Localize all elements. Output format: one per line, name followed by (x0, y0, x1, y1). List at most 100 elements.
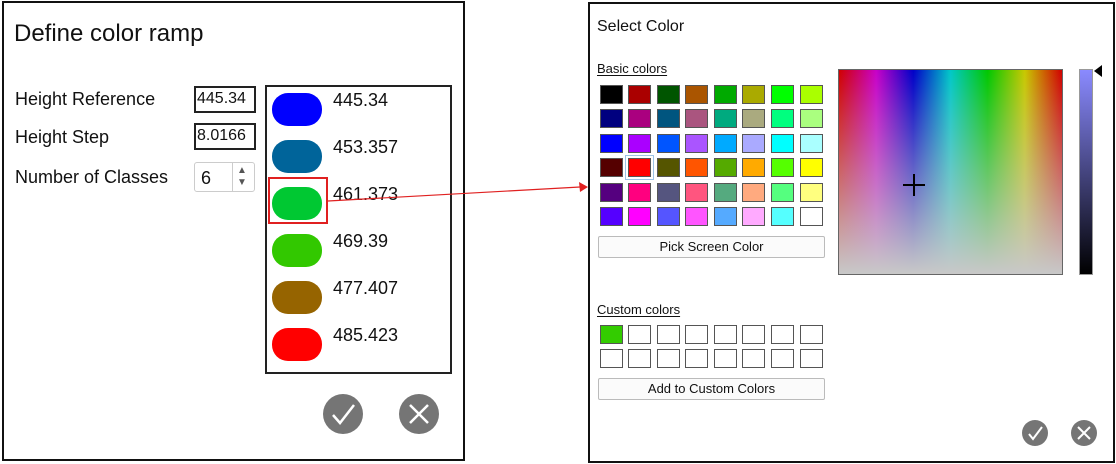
basic-color-cell[interactable] (657, 158, 680, 178)
number-of-classes-value: 6 (201, 168, 212, 188)
basic-color-cell[interactable] (714, 207, 737, 226)
basic-color-cell[interactable] (742, 109, 765, 129)
basic-color-cell[interactable] (771, 109, 794, 129)
basic-color-cell[interactable] (600, 182, 623, 202)
basic-color-cell[interactable] (685, 133, 708, 153)
basic-color-cell[interactable] (657, 85, 680, 104)
custom-color-cell[interactable] (628, 349, 651, 368)
custom-colors-label: Custom colors (597, 302, 681, 317)
basic-color-cell[interactable] (771, 158, 794, 178)
class-color-swatch[interactable] (272, 234, 322, 267)
class-color-swatch[interactable] (272, 328, 322, 361)
basic-color-cell[interactable] (685, 85, 708, 104)
cancel-button[interactable] (399, 394, 439, 434)
basic-color-cell[interactable] (800, 109, 823, 129)
basic-color-cell[interactable] (800, 85, 823, 104)
basic-color-cell[interactable] (600, 109, 623, 129)
height-step-input[interactable]: 8.0166 (194, 123, 256, 150)
class-color-swatch[interactable] (272, 187, 322, 220)
basic-color-cell[interactable] (742, 207, 765, 226)
height-reference-label: Height Reference (15, 89, 156, 109)
close-icon (409, 404, 429, 424)
custom-color-cell[interactable] (800, 325, 823, 344)
basic-color-cell[interactable] (800, 133, 823, 153)
basic-color-cell[interactable] (714, 109, 737, 129)
basic-color-cell[interactable] (800, 207, 823, 226)
custom-color-cell[interactable] (714, 325, 737, 344)
pick-screen-color-button[interactable]: Pick Screen Color (598, 236, 825, 258)
basic-color-cell[interactable] (685, 207, 708, 226)
basic-color-cell[interactable] (685, 109, 708, 129)
check-icon (332, 404, 355, 425)
select-color-dialog (588, 2, 1115, 463)
spin-up-icon[interactable]: ▲ (237, 165, 247, 176)
slider-handle-icon[interactable] (1094, 65, 1102, 77)
custom-color-cell[interactable] (657, 349, 680, 368)
number-of-classes-spinner[interactable]: 6 ▲ ▼ (194, 162, 255, 192)
class-value: 469.39 (333, 231, 389, 251)
basic-color-cell[interactable] (771, 182, 794, 202)
basic-color-cell[interactable] (657, 109, 680, 129)
class-list (265, 85, 452, 374)
custom-color-cell[interactable] (771, 325, 794, 344)
basic-color-cell[interactable] (742, 85, 765, 104)
color-ok-button[interactable] (1022, 420, 1048, 446)
class-value: 453.357 (333, 137, 399, 157)
basic-color-cell[interactable] (771, 207, 794, 226)
class-value: 461.373 (333, 184, 399, 204)
basic-color-cell[interactable] (714, 182, 737, 202)
basic-color-cell[interactable] (600, 207, 623, 226)
basic-color-cell[interactable] (628, 182, 651, 202)
basic-color-cell[interactable] (600, 133, 623, 153)
ok-button[interactable] (323, 394, 363, 434)
color-spectrum[interactable] (838, 69, 1063, 275)
basic-color-cell[interactable] (771, 85, 794, 104)
basic-color-cell[interactable] (800, 182, 823, 202)
crosshair-icon (903, 174, 925, 196)
basic-color-cell[interactable] (625, 155, 654, 181)
basic-color-cell[interactable] (685, 158, 708, 178)
height-step-label: Height Step (15, 127, 110, 147)
class-color-swatch[interactable] (272, 140, 322, 173)
basic-color-cell[interactable] (771, 133, 794, 153)
custom-color-cell[interactable] (800, 349, 823, 368)
basic-color-cell[interactable] (657, 207, 680, 226)
custom-color-cell[interactable] (685, 349, 708, 368)
basic-color-cell[interactable] (714, 85, 737, 104)
add-to-custom-colors-button[interactable]: Add to Custom Colors (598, 378, 825, 400)
color-cancel-button[interactable] (1071, 420, 1097, 446)
custom-color-cell[interactable] (600, 349, 623, 368)
custom-color-cell[interactable] (714, 349, 737, 368)
basic-color-cell[interactable] (657, 133, 680, 153)
basic-color-cell[interactable] (742, 158, 765, 178)
class-color-swatch[interactable] (272, 281, 322, 314)
basic-color-cell[interactable] (628, 207, 651, 226)
class-color-swatch[interactable] (272, 93, 322, 126)
basic-color-cell[interactable] (714, 158, 737, 178)
basic-color-cell[interactable] (628, 85, 651, 104)
basic-color-cell[interactable] (742, 182, 765, 202)
close-icon (1077, 426, 1091, 440)
basic-color-cell[interactable] (800, 158, 823, 178)
value-slider[interactable] (1079, 69, 1093, 275)
custom-color-cell[interactable] (657, 325, 680, 344)
custom-color-cell[interactable] (771, 349, 794, 368)
dialog-title: Define color ramp (14, 20, 204, 47)
custom-color-cell[interactable] (742, 325, 765, 344)
basic-color-cell[interactable] (600, 85, 623, 104)
spin-down-icon[interactable]: ▼ (237, 177, 247, 188)
basic-color-cell[interactable] (742, 133, 765, 153)
basic-color-cell[interactable] (628, 133, 651, 153)
basic-color-cell[interactable] (628, 109, 651, 129)
custom-color-cell[interactable] (685, 325, 708, 344)
class-value: 445.34 (333, 90, 389, 110)
custom-color-cell[interactable] (600, 325, 623, 344)
basic-color-cell[interactable] (685, 182, 708, 202)
basic-color-cell[interactable] (714, 133, 737, 153)
basic-color-cell[interactable] (600, 158, 623, 178)
basic-color-cell[interactable] (657, 182, 680, 202)
custom-color-cell[interactable] (628, 325, 651, 344)
custom-color-cell[interactable] (742, 349, 765, 368)
define-color-ramp-dialog (2, 1, 465, 461)
height-reference-input[interactable]: 445.34 (194, 86, 256, 113)
